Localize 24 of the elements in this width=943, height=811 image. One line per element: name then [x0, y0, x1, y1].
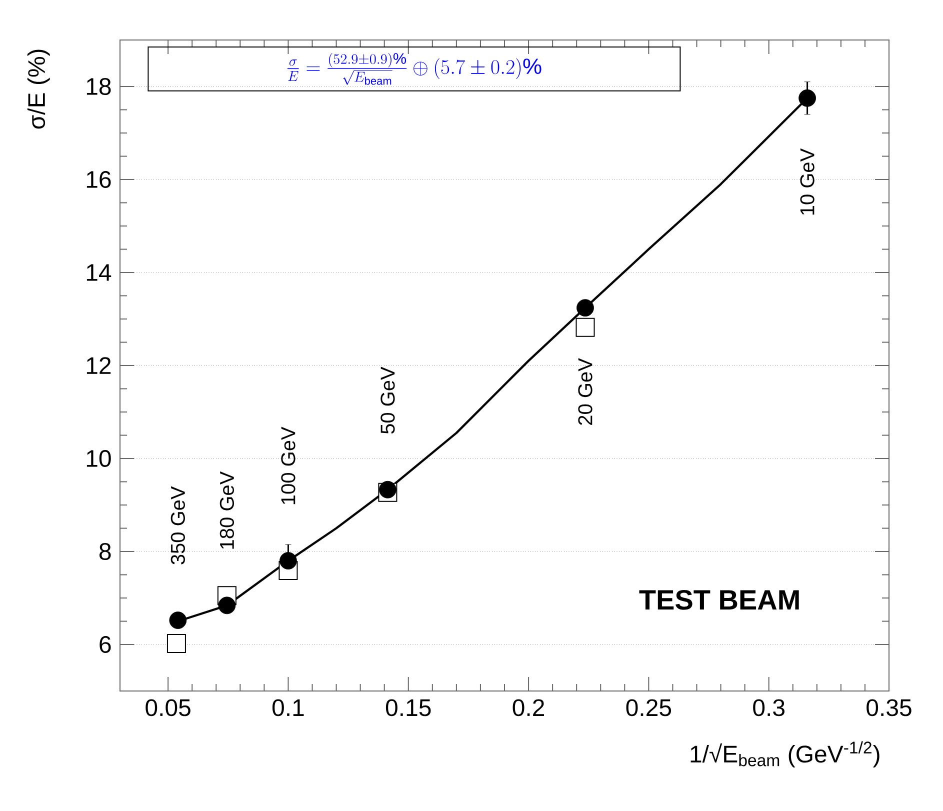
- y-axis-title: σ/E (%): [27, 50, 50, 129]
- x-tick-label: 0.25: [626, 699, 672, 716]
- annotation: TEST BEAM: [639, 590, 799, 610]
- x-tick-label: 0.15: [386, 699, 431, 716]
- x-tick-label: 0.05: [146, 699, 190, 716]
- x-tick-label: 0.2: [512, 699, 544, 716]
- annotation: 50 GeV: [380, 366, 395, 434]
- annotation: $\frac{\sigma}{E}=\frac{(52.9\pm0.9)\%}{\sqrt{E_{\mathrm{beam}}}}\oplus(5.7\pm0.2)\%$: [288, 53, 542, 85]
- y-tick-label: 10: [86, 450, 111, 467]
- y-tick-label: 6: [100, 636, 111, 653]
- annotation: 100 GeV: [281, 426, 296, 504]
- y-tick-label: 12: [86, 357, 111, 374]
- annotation: 180 GeV: [220, 471, 234, 549]
- x-tick-label: 0.35: [866, 699, 912, 716]
- y-tick-label: 18: [86, 78, 111, 95]
- x-tick-label: 0.3: [753, 699, 784, 716]
- y-tick-label: 16: [86, 171, 111, 188]
- annotation: 350 GeV: [170, 486, 185, 564]
- annotation: 20 GeV: [578, 358, 592, 425]
- y-tick-label: 14: [86, 264, 112, 281]
- x-tick-label: 0.1: [272, 699, 304, 716]
- y-tick-label: 8: [99, 543, 111, 560]
- x-axis-title: 1/√E$_{beam}$ (GeV$^{-1/2}$): [690, 741, 880, 768]
- annotation: 10 GeV: [800, 148, 814, 215]
